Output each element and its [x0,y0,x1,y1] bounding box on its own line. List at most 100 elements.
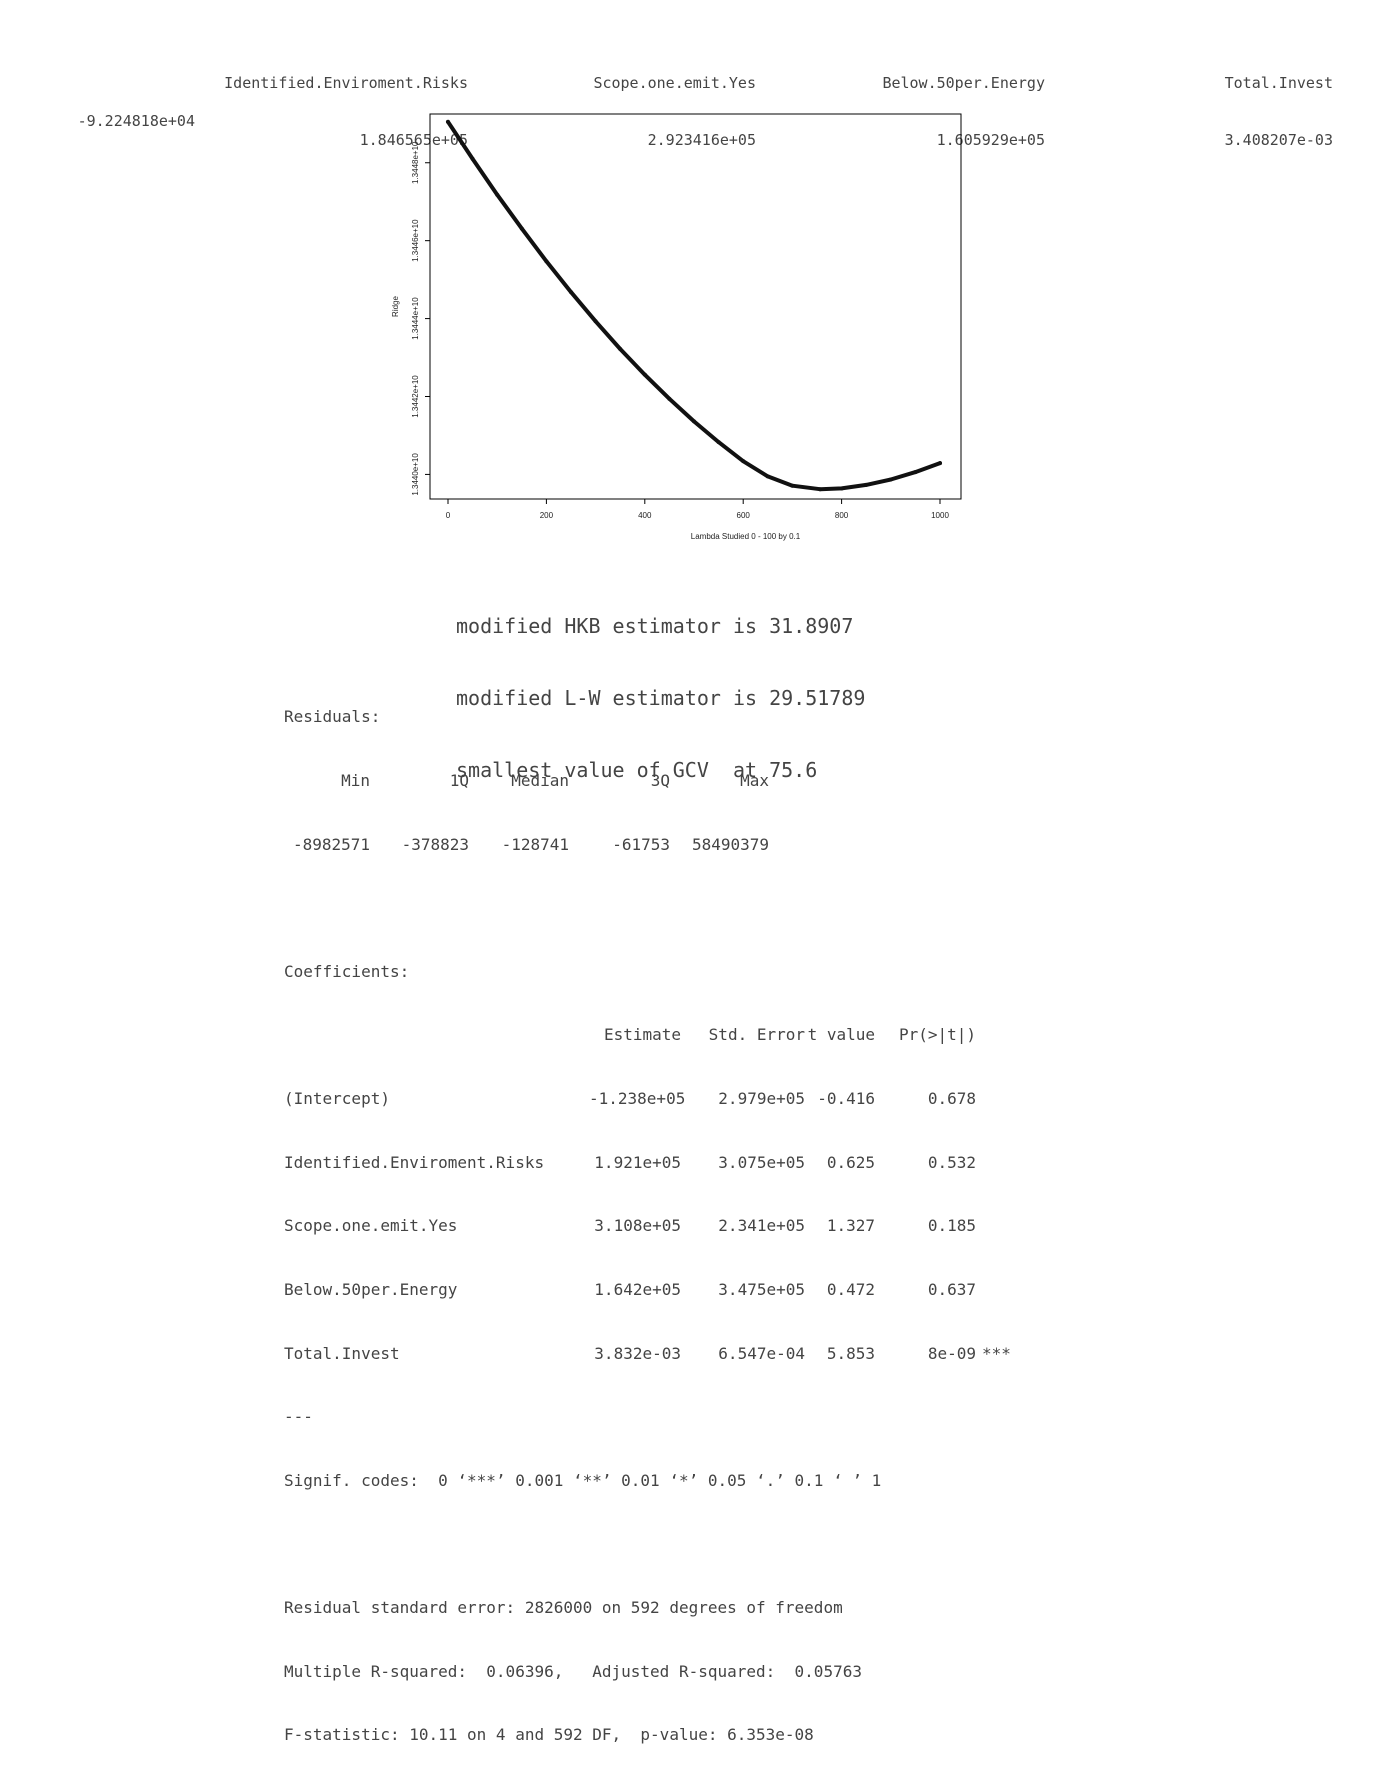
ridge-data-point [741,459,746,464]
ridge-data-point [569,290,573,295]
ridge-data-point [790,483,795,488]
res-header: Max [740,771,769,791]
coef-table-row: Below.50per.Energy 1.642e+05 3.475e+05 0… [284,1279,1022,1300]
regression-summary: Residuals: Min 1Q Median 3Q Max -8982571… [284,664,1022,1767]
coef-table-header: Estimate Std. Error t value Pr(>|t|) [284,1024,1022,1045]
coef-row-name: Identified.Enviroment.Risks [284,1152,545,1172]
f-statistic-line: F-statistic: 10.11 on 4 and 592 DF, p-va… [284,1725,814,1745]
coef-row-t: 1.327 [826,1216,875,1236]
res-value: -8982571 [292,834,370,854]
x-tick-label: 600 [737,511,751,520]
ridge-data-point [667,396,672,401]
ridge-data-point [938,461,942,466]
res-header: Min [341,771,370,791]
lw-estimator-line: modified L-W estimator is 29.51789 [456,686,866,710]
gcv-line: smallest value of GCV at 75.6 [456,758,818,782]
coef-row-t: -0.416 [817,1089,875,1109]
coef-row-se: 2.341e+05 [718,1216,805,1236]
blank-line [284,1533,1022,1554]
coef-name: Identified.Enviroment.Risks [224,74,468,92]
ridge-data-point [544,259,549,264]
ridge-data-point [817,487,822,492]
coef-col-identified-risks: Identified.Enviroment.Risks 1.846565e+05 [180,36,468,188]
y-tick-label: 1.3442e+10 [411,375,420,418]
coef-row-estimate: 1.921e+05 [594,1152,681,1172]
hkb-estimator-line: modified HKB estimator is 31.8907 [456,614,854,638]
blank-line [284,897,1022,918]
ridge-data-point [716,440,721,445]
coef-value: 3.408207e-03 [1224,131,1333,149]
col-header-estimate: Estimate [603,1025,681,1045]
y-axis-label: Ridge [391,296,400,317]
y-tick-label: 1.3448e+10 [411,141,420,184]
coef-row-p: 0.678 [927,1089,976,1109]
coefficient-vector-output: -9.224818e+04 Identified.Enviroment.Risk… [0,36,1398,149]
signif-codes-line: Signif. codes: 0 ‘***’ 0.001 ‘**’ 0.01 ‘… [284,1470,882,1490]
ridge-data-point [470,156,475,161]
ridge-data-point [593,319,598,324]
coef-row-estimate: 3.108e+05 [594,1216,681,1236]
res-header: Median [511,771,569,791]
res-value: 58490379 [691,834,769,854]
res-value: -378823 [401,834,469,854]
y-tick-label: 1.3446e+10 [411,219,420,262]
residual-std-error-line: Residual standard error: 2826000 on 592 … [284,1597,843,1617]
ridge-data-point [864,482,869,487]
x-tick-label: 200 [540,511,554,520]
ridge-data-point [888,477,893,482]
x-tick-label: 1000 [931,511,949,520]
ridge-data-point [446,119,450,124]
y-tick-label: 1.3440e+10 [411,453,420,496]
coef-col-scope-one: Scope.one.emit.Yes 2.923416e+05 [540,36,756,188]
coef-value: 2.923416e+05 [647,131,756,149]
coef-row-name: Total.Invest [284,1343,400,1363]
coef-value: 1.605929e+05 [936,131,1045,149]
x-tick-label: 400 [638,511,652,520]
coef-col-below-50: Below.50per.Energy 1.605929e+05 [830,36,1045,188]
y-tick-label: 1.3444e+10 [411,297,420,340]
coef-name: Scope.one.emit.Yes [593,74,756,92]
coef-row-se: 3.475e+05 [718,1279,805,1299]
residuals-value-row: -8982571 -378823 -128741 -61753 58490379 [284,834,1022,855]
coef-row-name: Scope.one.emit.Yes [284,1216,458,1236]
coef-row-p: 8e-09 [927,1343,976,1363]
res-value: -128741 [501,834,569,854]
coef-row-name: (Intercept) [284,1089,390,1109]
ridge-trace-chart: 0 200 400 600 800 1000 1.3440e+10 1.3442e+10 1.3… [380,108,980,548]
estimator-output: modified HKB estimator is 31.8907 modifi… [456,566,865,806]
coef-value: 1.846565e+05 [359,131,468,149]
ridge-data-point [692,419,696,424]
coef-row-estimate: 3.832e-03 [594,1343,681,1363]
ridge-data-point [839,486,844,491]
ridge-data-point [618,346,623,351]
coef-row-se: 2.979e+05 [718,1089,805,1109]
x-axis-label: Lambda Studied 0 - 100 by 0.1 [691,532,801,541]
res-value: -61753 [612,834,670,854]
col-header-t-value: t value [807,1025,875,1045]
coef-row-se: 6.547e-04 [718,1343,805,1363]
coef-row-name: Below.50per.Energy [284,1279,458,1299]
coef-row-sig: *** [982,1343,1011,1363]
coef-row-sig [976,1215,1022,1236]
coef-row-p: 0.532 [927,1152,976,1172]
x-tick-label: 800 [835,511,849,520]
coef-name: Total.Invest [1224,74,1333,92]
coef-row-p: 0.637 [927,1279,976,1299]
coef-row-sig [976,1152,1022,1173]
ridge-series-line [446,119,942,492]
coef-table-row: Identified.Enviroment.Risks 1.921e+05 3.… [284,1152,1022,1173]
coef-table-row: Scope.one.emit.Yes 3.108e+05 2.341e+05 1… [284,1215,1022,1236]
ridge-data-point [519,226,524,231]
r-squared-line: Multiple R-squared: 0.06396, Adjusted R-… [284,1661,862,1681]
col-header-p-value: Pr(>|t|) [898,1025,976,1045]
chart-svg: 0 200 400 600 800 1000 1.3440e+10 1.3442e+10 1.3… [391,113,962,541]
res-header: 1Q [449,771,469,791]
coefficients-title: Coefficients: [284,961,410,981]
coef-table-row: Total.Invest 3.832e-03 6.547e-04 5.853 8… [284,1343,1022,1364]
coef-row-sig [976,1279,1022,1300]
x-tick-label: 0 [446,511,451,520]
coef-value: -9.224818e+04 [77,112,195,130]
coef-row-sig [976,1088,1022,1109]
residuals-header-row: Min 1Q Median 3Q Max [284,770,1022,791]
separator-line: --- [284,1407,313,1427]
